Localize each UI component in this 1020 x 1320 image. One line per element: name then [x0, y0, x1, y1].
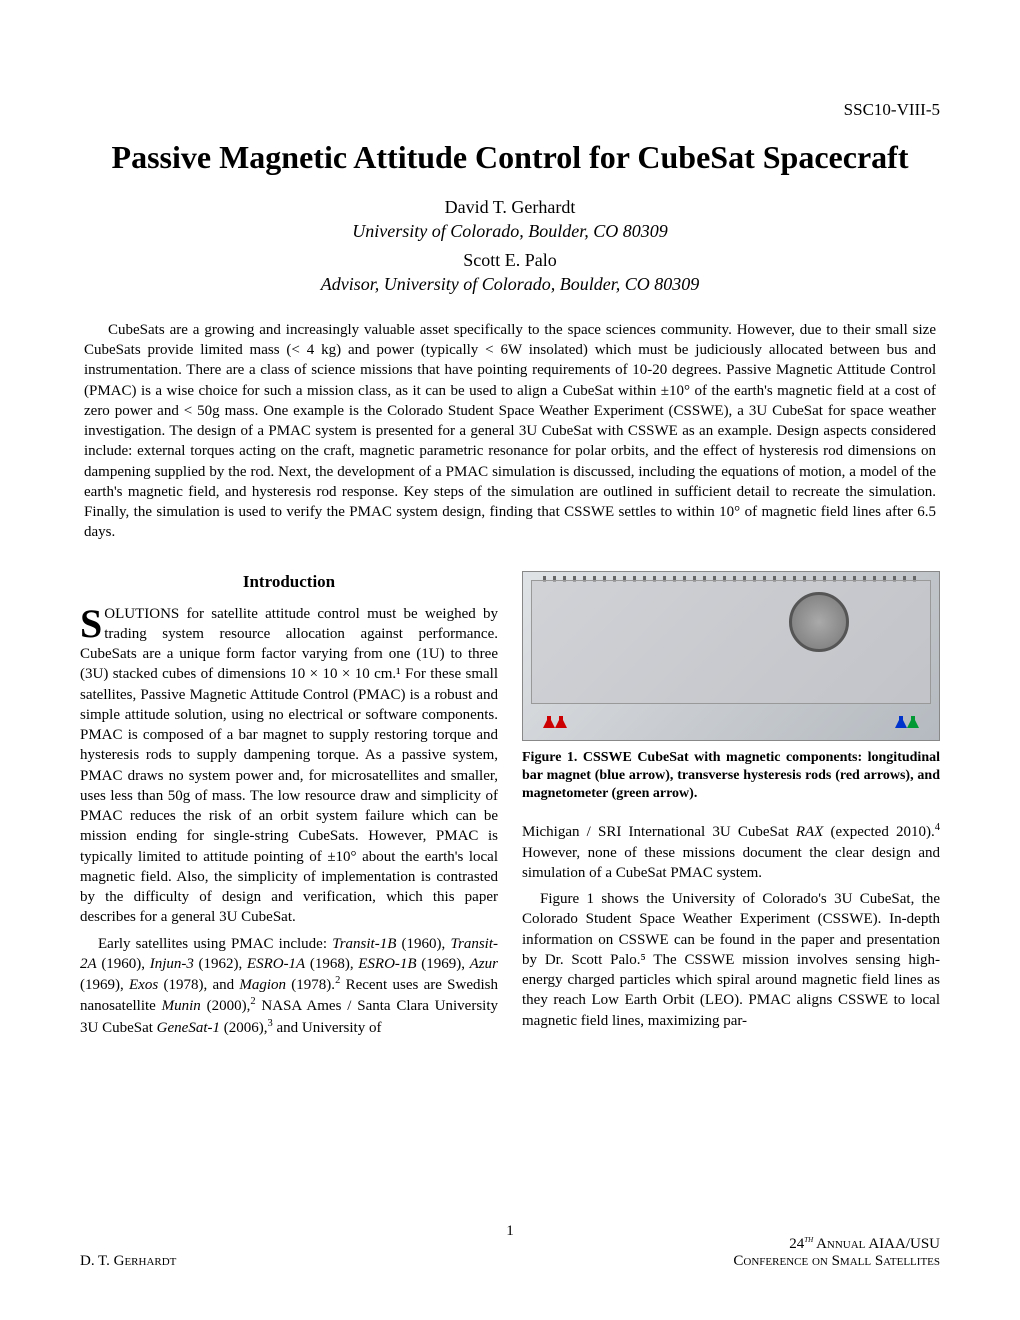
author-name-1: David T. Gerhardt [80, 196, 940, 219]
footer-line-2: Conference on Small Satellites [733, 1253, 940, 1270]
blue-arrow-icon [895, 716, 907, 728]
body-columns: Introduction SOLUTIONS for satellite att… [80, 571, 940, 1044]
footer-author: D. T. Gerhardt [80, 1253, 176, 1270]
red-arrow-icon [543, 716, 555, 728]
intro-para-2: Early satellites using PMAC include: Tra… [80, 934, 498, 1038]
section-heading-introduction: Introduction [80, 571, 498, 594]
abstract: CubeSats are a growing and increasingly … [80, 320, 940, 543]
author-affiliation-2: Advisor, University of Colorado, Boulder… [80, 273, 940, 296]
figure-arrows-row [523, 710, 939, 734]
figure-1-image [522, 571, 940, 741]
paper-id: SSC10-VIII-5 [80, 100, 940, 120]
dropcap: S [80, 604, 104, 642]
intro-para-1: SOLUTIONS for satellite attitude control… [80, 604, 498, 928]
figure-cubesat-body [531, 580, 931, 704]
col2-para-2: Figure 1 shows the University of Colorad… [522, 889, 940, 1031]
footer-conference: 24th Annual AIAA/USU Conference on Small… [733, 1234, 940, 1270]
figure-lens-detail [789, 592, 849, 652]
green-arrow-icon [907, 716, 919, 728]
left-column: Introduction SOLUTIONS for satellite att… [80, 571, 498, 1044]
footer: D. T. Gerhardt 24th Annual AIAA/USU Conf… [80, 1234, 940, 1270]
figure-1-caption: Figure 1. CSSWE CubeSat with magnetic co… [522, 749, 940, 804]
footer-line-1: 24th Annual AIAA/USU [733, 1234, 940, 1253]
author-name-2: Scott E. Palo [80, 249, 940, 272]
intro-para-1-text: OLUTIONS for satellite attitude control … [80, 606, 498, 926]
paper-title: Passive Magnetic Attitude Control for Cu… [80, 138, 940, 176]
right-column: Figure 1. CSSWE CubeSat with magnetic co… [522, 571, 940, 1044]
author-affiliation-1: University of Colorado, Boulder, CO 8030… [80, 220, 940, 243]
red-arrow-icon [555, 716, 567, 728]
author-block: David T. Gerhardt University of Colorado… [80, 196, 940, 296]
col2-para-1: Michigan / SRI International 3U CubeSat … [522, 821, 940, 883]
